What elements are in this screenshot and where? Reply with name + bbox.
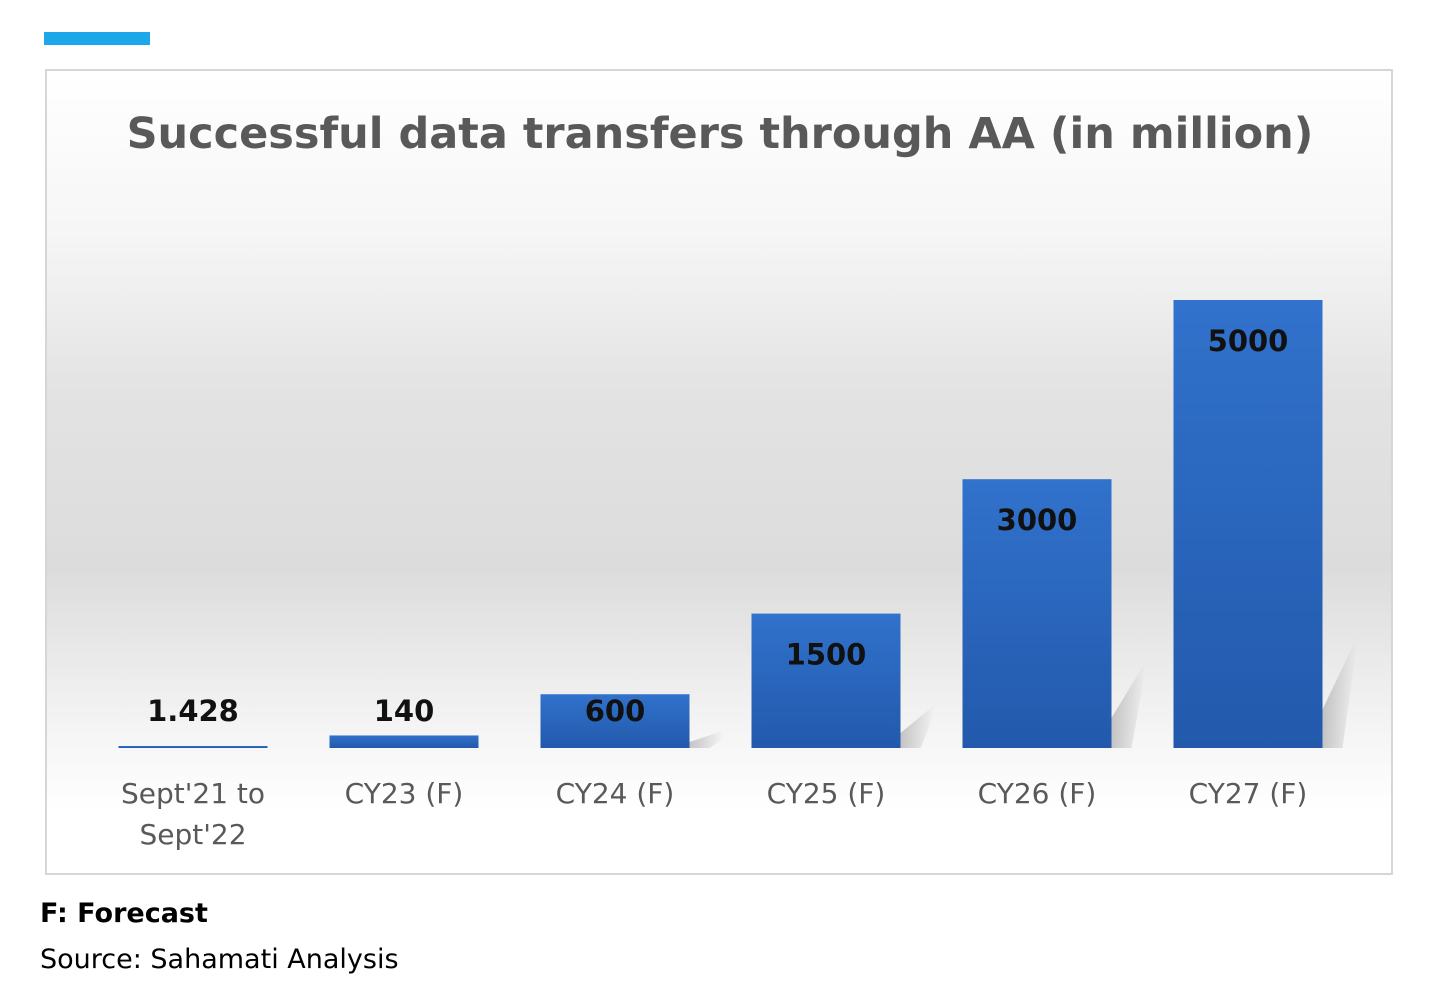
bar-shadows (689, 638, 1357, 748)
x-tick-label: CY26 (F) (978, 777, 1097, 810)
data-label: 1.428 (147, 694, 239, 728)
footnote: F: Forecast (40, 898, 208, 929)
bar (751, 613, 901, 748)
data-label: 140 (374, 694, 435, 728)
data-label: 1500 (786, 638, 867, 672)
x-tick-label: CY24 (F) (556, 777, 675, 810)
bar-shadow (689, 730, 724, 748)
x-tick-label: Sept'21 to (121, 777, 265, 810)
bar (540, 694, 690, 748)
bar-shadow (1322, 638, 1357, 748)
source-note: Source: Sahamati Analysis (40, 944, 399, 975)
x-tick-labels: Sept'21 to Sept'22 CY23 (F) CY24 (F) CY25 (F… (121, 777, 1307, 851)
chart-title: Successful data transfers through AA (in… (127, 109, 1314, 159)
accent-bar (44, 32, 150, 45)
x-tick-label: CY25 (F) (767, 777, 886, 810)
data-label: 3000 (997, 503, 1078, 537)
bar (118, 746, 268, 748)
bar-shadow (1111, 661, 1146, 748)
bar-shadow (900, 704, 935, 748)
x-tick-label: Sept'22 (139, 818, 246, 851)
x-tick-label: CY27 (F) (1189, 777, 1308, 810)
bar (1173, 300, 1323, 748)
data-labels: 1.428 140 600 1500 3000 5000 (147, 324, 1288, 728)
bars (118, 300, 1323, 748)
bar (962, 479, 1112, 748)
x-tick-label: CY23 (F) (345, 777, 464, 810)
data-label: 600 (585, 694, 646, 728)
data-label: 5000 (1208, 324, 1289, 358)
bar (329, 735, 479, 748)
